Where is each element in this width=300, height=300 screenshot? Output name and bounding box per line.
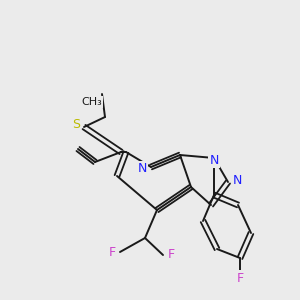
Text: N: N — [137, 163, 147, 176]
Text: S: S — [72, 118, 80, 130]
Text: N: N — [232, 173, 242, 187]
Text: F: F — [167, 248, 175, 262]
Text: CH₃: CH₃ — [82, 97, 102, 107]
Text: N: N — [209, 154, 219, 166]
Text: F: F — [108, 245, 116, 259]
Text: F: F — [236, 272, 244, 284]
